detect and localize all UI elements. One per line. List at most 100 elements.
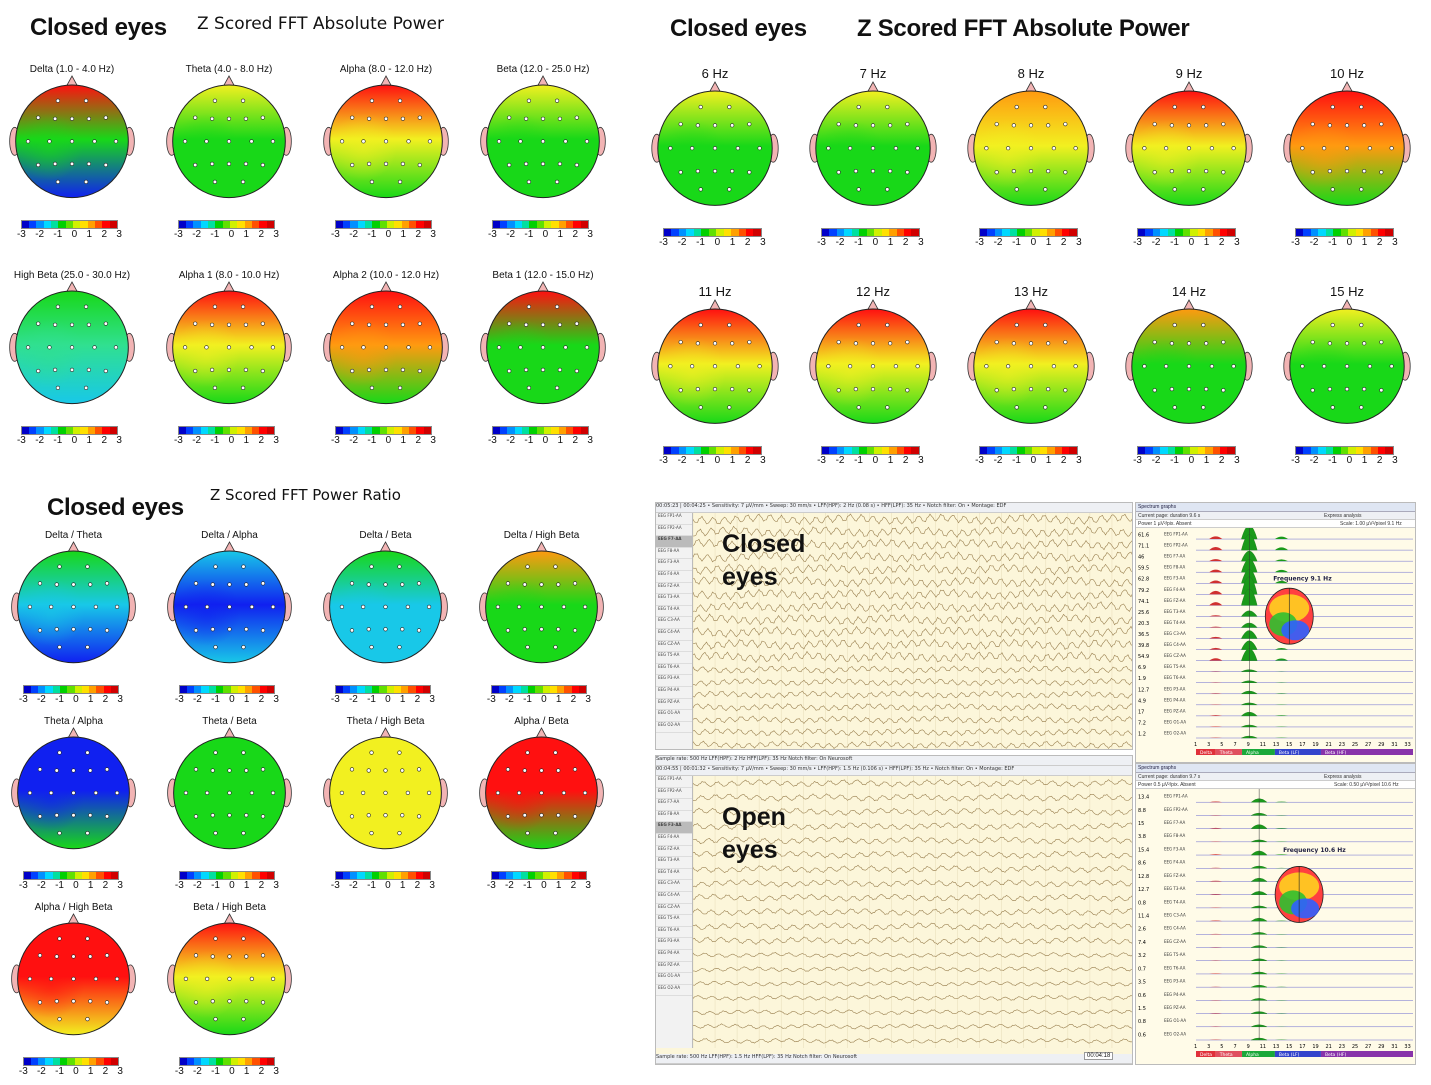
channel-label[interactable]: EEG FP2-AA bbox=[656, 788, 692, 800]
electrode bbox=[1344, 146, 1350, 151]
scale-tick: -2 bbox=[504, 880, 514, 891]
electrode bbox=[350, 368, 355, 374]
band-segment bbox=[1196, 1051, 1216, 1057]
scale-swatch bbox=[1197, 229, 1206, 236]
eeg-traces-2[interactable] bbox=[693, 776, 1133, 1048]
channel-label[interactable]: EEG F3-AA bbox=[656, 559, 692, 571]
scale-swatch bbox=[223, 872, 231, 879]
channel-label[interactable]: EEG P3-AA bbox=[656, 938, 692, 950]
channel-label[interactable]: EEG FP1-AA bbox=[656, 513, 692, 525]
express-analysis-tab-2[interactable]: Express analysis bbox=[1324, 774, 1362, 780]
channel-label[interactable]: EEG F3-AA bbox=[656, 822, 692, 834]
eeg-trace-window-open[interactable]: Sample rate: 500 Hz LFF(HPF): 2 Hz HFF(L… bbox=[655, 755, 1133, 1065]
channel-label[interactable]: EEG F7-AA bbox=[656, 536, 692, 548]
electrode bbox=[227, 582, 232, 587]
channel-label[interactable]: EEG CZ-AA bbox=[656, 641, 692, 653]
eeg-toolbar[interactable]: 00:05:23 | 00:04:25 • Sensitivity: 7 µV/… bbox=[656, 503, 1132, 513]
channel-label[interactable]: EEG F4-AA bbox=[656, 834, 692, 846]
scale-swatch bbox=[422, 686, 431, 693]
spectrum-panel-open[interactable]: Spectrum graphs Current page: duration 9… bbox=[1135, 763, 1416, 1065]
scale-swatch bbox=[723, 229, 732, 236]
channel-label[interactable]: EEG O2-AA bbox=[656, 722, 692, 734]
electrode bbox=[400, 367, 405, 372]
channel-label[interactable]: EEG T6-AA bbox=[656, 664, 692, 676]
scale-swatch bbox=[686, 229, 694, 236]
scale-swatch bbox=[230, 1058, 238, 1065]
electrode bbox=[93, 604, 98, 609]
channel-list[interactable]: EEG FP1-AA EEG FP2-AA EEG F7-AA EEG F8-AA EE… bbox=[656, 513, 693, 749]
channel-label[interactable]: EEG O1-AA bbox=[656, 710, 692, 722]
scale-swatch bbox=[45, 872, 53, 879]
electrode bbox=[244, 768, 249, 773]
color-scale bbox=[1137, 228, 1236, 237]
scale-swatch bbox=[89, 1058, 97, 1065]
channel-label[interactable]: EEG T3-AA bbox=[656, 594, 692, 606]
electrode bbox=[1011, 123, 1016, 128]
channel-label[interactable]: EEG F7-AA bbox=[656, 799, 692, 811]
freq-tick: 9 bbox=[1247, 1044, 1250, 1050]
channel-label[interactable]: EEG P4-AA bbox=[656, 687, 692, 699]
power-control[interactable]: Power 1 µV²/pix. Absent bbox=[1138, 521, 1192, 527]
power-control-2[interactable]: Power 0.5 µV²/pix. Absent bbox=[1138, 782, 1196, 788]
scale-swatch bbox=[874, 229, 882, 236]
eeg-toolbar-2[interactable]: 00:04:55 | 00:01:32 • Sensitivity: 7 µV/… bbox=[656, 766, 1132, 776]
scale-tick: -2 bbox=[835, 237, 845, 248]
electrode bbox=[496, 345, 502, 350]
scale-swatch bbox=[866, 447, 875, 454]
scale-swatch bbox=[222, 427, 231, 434]
scale-swatch bbox=[1054, 447, 1062, 454]
channel-label[interactable]: EEG T3-AA bbox=[656, 857, 692, 869]
express-analysis-tab[interactable]: Express analysis bbox=[1324, 513, 1362, 519]
channel-label[interactable]: EEG T5-AA bbox=[656, 652, 692, 664]
scale-swatch bbox=[522, 427, 530, 434]
electrode bbox=[36, 115, 41, 120]
channel-label[interactable]: EEG FP1-AA bbox=[656, 776, 692, 788]
electrode bbox=[226, 161, 232, 166]
channel-label[interactable]: EEG T4-AA bbox=[656, 606, 692, 618]
channel-label[interactable]: EEG PZ-AA bbox=[656, 962, 692, 974]
scale-tick: 0 bbox=[73, 694, 79, 705]
channel-label[interactable]: EEG T5-AA bbox=[656, 915, 692, 927]
channel-label[interactable]: EEG O2-AA bbox=[656, 985, 692, 997]
electrode bbox=[244, 627, 249, 632]
channel-label[interactable]: EEG C4-AA bbox=[656, 892, 692, 904]
channel-label[interactable]: EEG FP2-AA bbox=[656, 525, 692, 537]
electrode bbox=[85, 831, 90, 836]
spectrum-panel-closed[interactable]: Spectrum graphs Current page: duration 9… bbox=[1135, 502, 1416, 763]
panel-b-subtitle: Z Scored FFT Absolute Power bbox=[857, 15, 1190, 42]
channel-label[interactable]: EEG PZ-AA bbox=[656, 699, 692, 711]
eeg-trace-window-closed[interactable]: 00:05:23 | 00:04:25 • Sensitivity: 7 µV/… bbox=[655, 502, 1133, 750]
scale-swatch bbox=[109, 427, 118, 434]
scale-swatch bbox=[237, 427, 245, 434]
channel-label[interactable]: EEG P3-AA bbox=[656, 675, 692, 687]
channel-list-2[interactable]: EEG FP1-AA EEG FP2-AA EEG F7-AA EEG F8-AA EE… bbox=[656, 776, 693, 1048]
electrode bbox=[226, 116, 232, 121]
electrode bbox=[83, 179, 89, 184]
channel-label[interactable]: EEG F4-AA bbox=[656, 571, 692, 583]
electrode bbox=[1379, 170, 1384, 175]
peak-value: 3.2 bbox=[1138, 953, 1146, 959]
scale-tick: 2 bbox=[102, 1066, 109, 1077]
channel-label[interactable]: EEG C4-AA bbox=[656, 629, 692, 641]
scale-tick: 0 bbox=[541, 880, 547, 891]
channel-label[interactable]: EEG O1-AA bbox=[656, 973, 692, 985]
eeg-traces[interactable] bbox=[693, 513, 1133, 750]
peak-value: 3.8 bbox=[1138, 834, 1146, 840]
electrode bbox=[1344, 386, 1350, 392]
channel-label[interactable]: EEG F8-AA bbox=[656, 548, 692, 560]
electrode bbox=[747, 388, 752, 393]
channel-label[interactable]: EEG F8-AA bbox=[656, 811, 692, 823]
electrode bbox=[240, 385, 246, 390]
channel-label[interactable]: EEG T6-AA bbox=[656, 927, 692, 939]
channel-label[interactable]: EEG FZ-AA bbox=[656, 583, 692, 595]
channel-label[interactable]: EEG C3-AA bbox=[656, 617, 692, 629]
electrode bbox=[1330, 187, 1335, 192]
scale-swatch bbox=[836, 447, 845, 454]
channel-label[interactable]: EEG T4-AA bbox=[656, 869, 692, 881]
channel-label[interactable]: EEG CZ-AA bbox=[656, 904, 692, 916]
scale-swatch bbox=[357, 221, 366, 228]
channel-label[interactable]: EEG C3-AA bbox=[656, 880, 692, 892]
channel-label[interactable]: EEG FZ-AA bbox=[656, 846, 692, 858]
channel-label[interactable]: EEG P4-AA bbox=[656, 950, 692, 962]
electrode bbox=[83, 304, 89, 309]
